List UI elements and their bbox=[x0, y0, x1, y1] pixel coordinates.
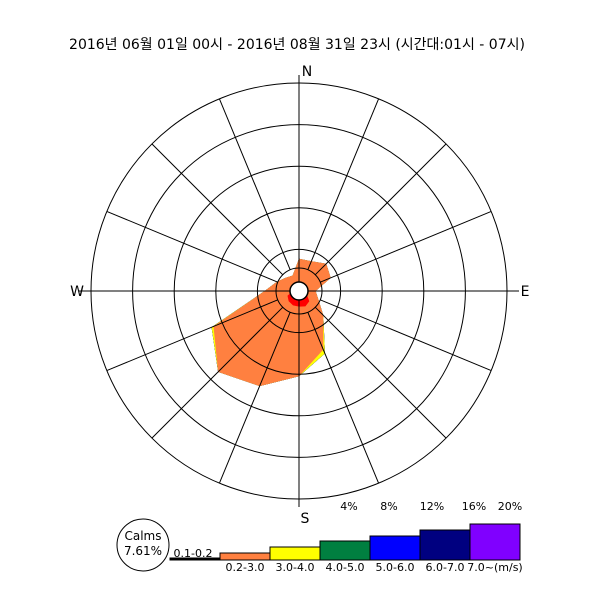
compass-label-S: S bbox=[301, 511, 310, 527]
center-calm-circle bbox=[289, 281, 309, 301]
calms-circle bbox=[116, 518, 170, 572]
legend-swatch-3-0-4-0 bbox=[269, 546, 321, 561]
legend-swatch-0-2-3-0 bbox=[219, 552, 271, 561]
ring-label-4: 4% bbox=[340, 500, 357, 513]
spoke-NE bbox=[314, 143, 447, 276]
spoke-NW bbox=[151, 143, 284, 276]
ring-labels: 4% 8% 12% 16% 20% bbox=[340, 500, 522, 513]
calms-value: 7.61% bbox=[124, 544, 162, 558]
ring-label-16: 16% bbox=[462, 500, 486, 513]
ring-label-20: 20% bbox=[498, 500, 522, 513]
legend-label-5-0-6-0: 5.0-6.0 bbox=[376, 561, 415, 574]
legend-swatch-5-0-6-0 bbox=[369, 535, 421, 561]
legend: 0.1-0.2 0.2-3.0 3.0-4.0 4.0-5.0 5.0-6.0 6.0-7… bbox=[169, 523, 523, 574]
compass-label-W: W bbox=[70, 284, 84, 300]
ring-label-12: 12% bbox=[420, 500, 444, 513]
spoke-WSW bbox=[106, 299, 278, 372]
spoke-ENE bbox=[320, 210, 492, 283]
calms-label: Calms bbox=[124, 529, 161, 543]
legend-label-7-0-m-s: 7.0~(m/s) bbox=[467, 561, 522, 574]
chart-title: 2016년 06월 01일 00시 - 2016년 08월 31일 23시 (시… bbox=[69, 37, 525, 53]
legend-swatch-6-0-7-0 bbox=[419, 529, 471, 561]
spoke-SW bbox=[151, 306, 284, 439]
spoke-WNW bbox=[106, 210, 278, 283]
legend-label-4-0-5-0: 4.0-5.0 bbox=[326, 561, 365, 574]
legend-swatch-4-0-5-0 bbox=[319, 540, 371, 561]
compass-label-N: N bbox=[302, 64, 312, 80]
spoke-ESE bbox=[320, 299, 492, 372]
spoke-NNE bbox=[307, 98, 380, 270]
compass-labels: N E S W bbox=[70, 64, 529, 527]
spoke-SE bbox=[314, 306, 447, 439]
legend-label-6-0-7-0: 6.0-7.0 bbox=[426, 561, 465, 574]
ring-label-8: 8% bbox=[380, 500, 397, 513]
polar-grid bbox=[79, 75, 519, 507]
compass-label-E: E bbox=[521, 284, 530, 300]
legend-label-0-1-0-2: 0.1-0.2 bbox=[174, 547, 213, 560]
spoke-NNW bbox=[218, 98, 291, 270]
spoke-SSE bbox=[307, 312, 380, 484]
legend-label-3-0-4-0: 3.0-4.0 bbox=[276, 561, 315, 574]
spoke-SSW bbox=[218, 312, 291, 484]
legend-label-0-2-3-0: 0.2-3.0 bbox=[226, 561, 265, 574]
legend-swatch-7-0-m-s bbox=[469, 523, 521, 561]
